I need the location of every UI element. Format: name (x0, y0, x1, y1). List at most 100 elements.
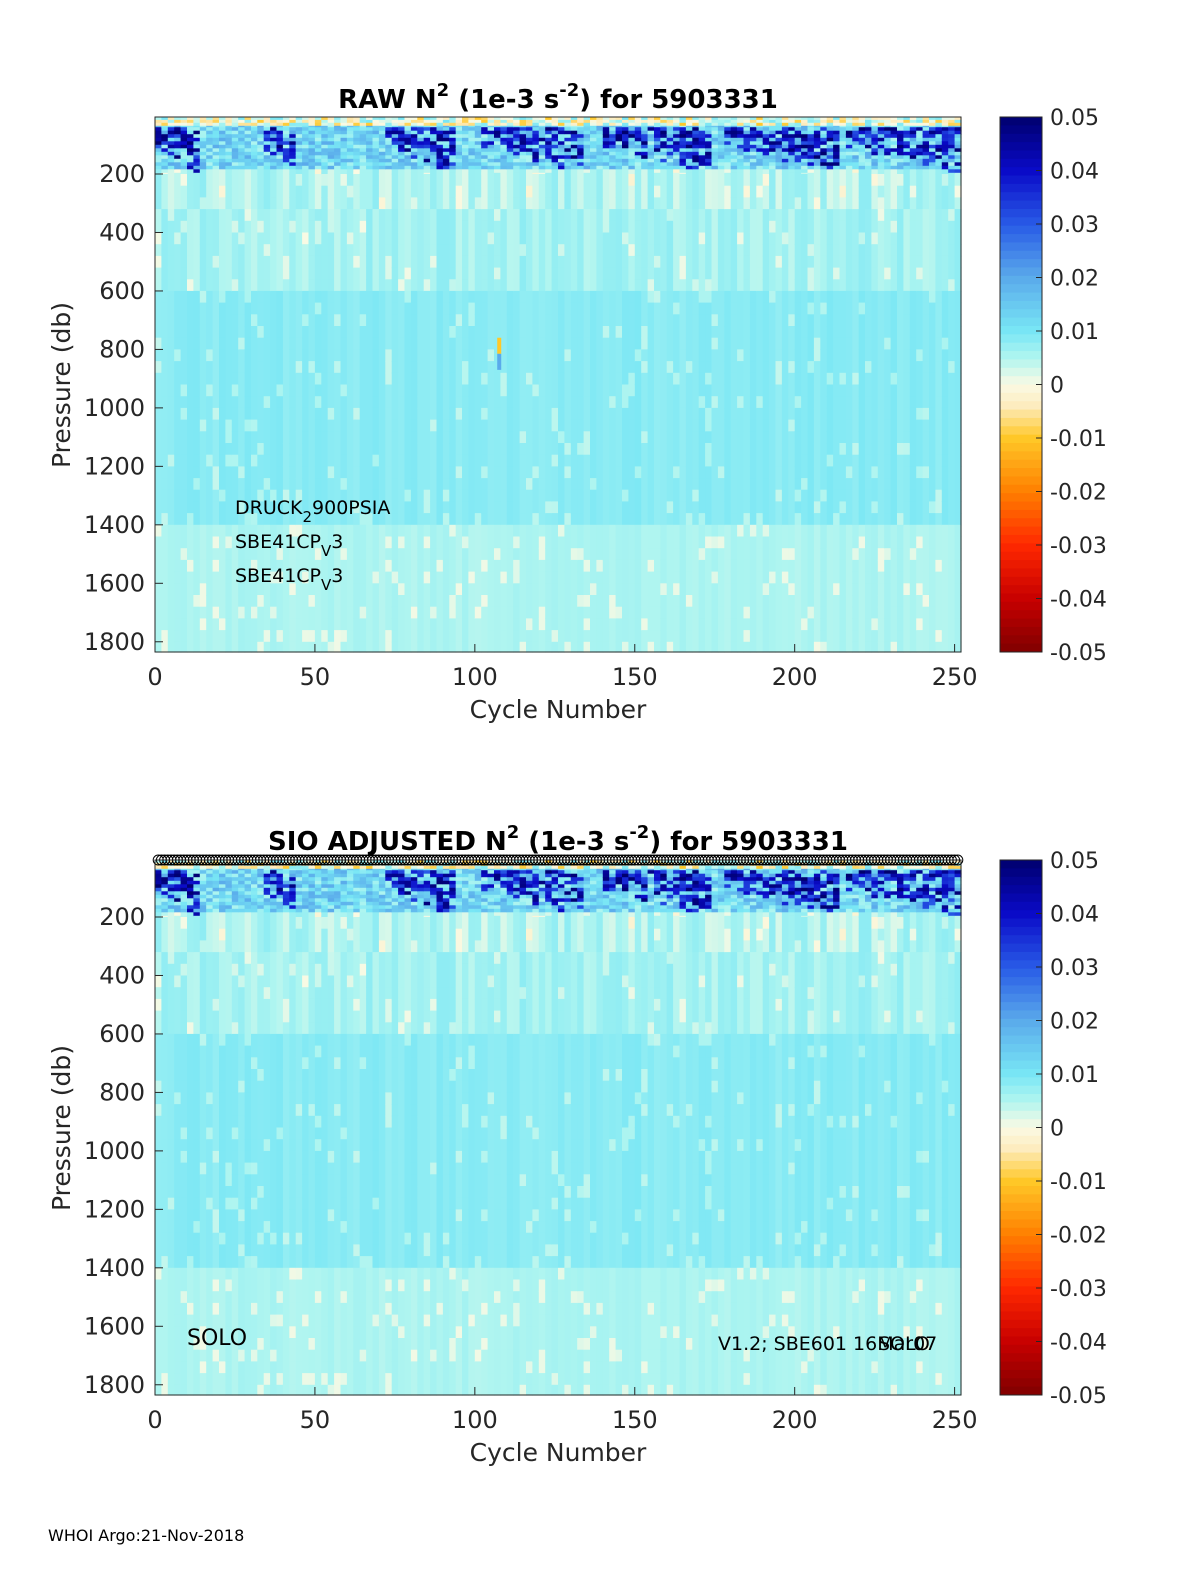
heatmap-cell (417, 606, 425, 619)
heatmap-cell (410, 513, 418, 526)
heatmap-cell (430, 419, 438, 432)
heatmap-cell (391, 559, 399, 573)
heatmap-cell (270, 571, 278, 584)
heatmap-cell (251, 536, 258, 549)
heatmap-cell (481, 174, 489, 187)
heatmap-cell (660, 137, 668, 142)
heatmap-cell (609, 279, 617, 292)
heatmap-cell (449, 209, 457, 222)
heatmap-cell (257, 148, 265, 153)
heatmap-cell (391, 165, 399, 170)
heatmap-cell (545, 172, 553, 175)
heatmap-cell (334, 595, 342, 608)
heatmap-cell (654, 267, 661, 280)
heatmap-cell (609, 165, 617, 170)
heatmap-cell (622, 466, 629, 479)
heatmap-cell (308, 255, 316, 269)
heatmap-cell (609, 155, 617, 160)
heatmap-cell (231, 606, 239, 619)
heatmap-cell (174, 443, 182, 456)
heatmap-cell (334, 244, 342, 257)
heatmap-cell (180, 630, 188, 643)
heatmap-cell (590, 431, 597, 444)
heatmap-cell (404, 314, 412, 327)
heatmap-cell (276, 349, 284, 362)
heatmap-cell (564, 548, 572, 561)
heatmap-cell (391, 618, 399, 631)
heatmap-cell (481, 431, 489, 444)
heatmap-cell (219, 431, 226, 444)
heatmap-cell (602, 220, 610, 234)
heatmap-cell (602, 571, 610, 584)
heatmap-cell (410, 134, 418, 139)
heatmap-cell (455, 443, 463, 456)
heatmap-cell (494, 501, 501, 514)
heatmap-cell (430, 361, 438, 374)
heatmap-cell (167, 384, 175, 397)
heatmap-cell (308, 169, 316, 174)
heatmap-cell (180, 571, 188, 584)
heatmap-cell (219, 119, 226, 124)
heatmap-cell (602, 209, 610, 222)
heatmap-cell (417, 279, 425, 292)
heatmap-cell (551, 141, 559, 146)
heatmap-cell (583, 220, 591, 234)
heatmap-cell (161, 165, 169, 170)
heatmap-cell (276, 372, 284, 386)
heatmap-cell (212, 141, 220, 146)
heatmap-cell (391, 372, 399, 386)
heatmap-cell (474, 326, 482, 339)
heatmap-cell (289, 117, 297, 121)
heatmap-cell (494, 158, 501, 163)
heatmap-cell (647, 419, 655, 432)
heatmap-cell (282, 197, 290, 210)
heatmap-cell (449, 478, 457, 491)
heatmap-cell (615, 185, 623, 198)
heatmap-cell (167, 209, 175, 222)
heatmap-cell (276, 337, 284, 350)
heatmap-cell (615, 232, 623, 245)
heatmap-cell (622, 372, 629, 386)
heatmap-cell (487, 209, 495, 222)
heatmap-cell (238, 244, 246, 257)
heatmap-cell (532, 125, 540, 128)
heatmap-cell (193, 158, 201, 163)
heatmap-cell (628, 595, 636, 608)
heatmap-cell (289, 524, 297, 538)
heatmap-cell (602, 122, 610, 127)
heatmap-cell (545, 513, 553, 526)
heatmap-cell (225, 384, 233, 397)
heatmap-cell (615, 165, 623, 170)
heatmap-cell (430, 337, 438, 350)
heatmap-cell (270, 130, 278, 135)
heatmap-cell (654, 536, 661, 549)
heatmap-cell (622, 536, 629, 549)
heatmap-cell (167, 197, 175, 210)
heatmap-cell (167, 559, 175, 573)
heatmap-cell (570, 396, 578, 409)
heatmap-cell (340, 119, 348, 124)
heatmap-cell (276, 127, 284, 132)
heatmap-cell (302, 384, 310, 397)
heatmap-cell (436, 583, 444, 596)
heatmap-cell (532, 571, 540, 584)
heatmap-cell (199, 349, 207, 362)
heatmap-cell (321, 419, 329, 432)
heatmap-cell (180, 314, 188, 327)
heatmap-cell (404, 641, 412, 653)
heatmap-cell (206, 349, 214, 362)
heatmap-cell (251, 326, 258, 339)
heatmap-cell (346, 119, 354, 124)
heatmap-cell (308, 151, 316, 156)
heatmap-cell (231, 595, 239, 608)
heatmap-cell (282, 583, 290, 596)
heatmap-cell (474, 466, 482, 479)
heatmap-cell (660, 326, 668, 339)
heatmap-cell (353, 641, 361, 653)
heatmap-cell (346, 630, 354, 643)
heatmap-cell (346, 127, 354, 132)
heatmap-cell (462, 466, 469, 479)
heatmap-cell (155, 536, 162, 549)
heatmap-cell (622, 314, 629, 327)
heatmap-cell (685, 454, 693, 467)
